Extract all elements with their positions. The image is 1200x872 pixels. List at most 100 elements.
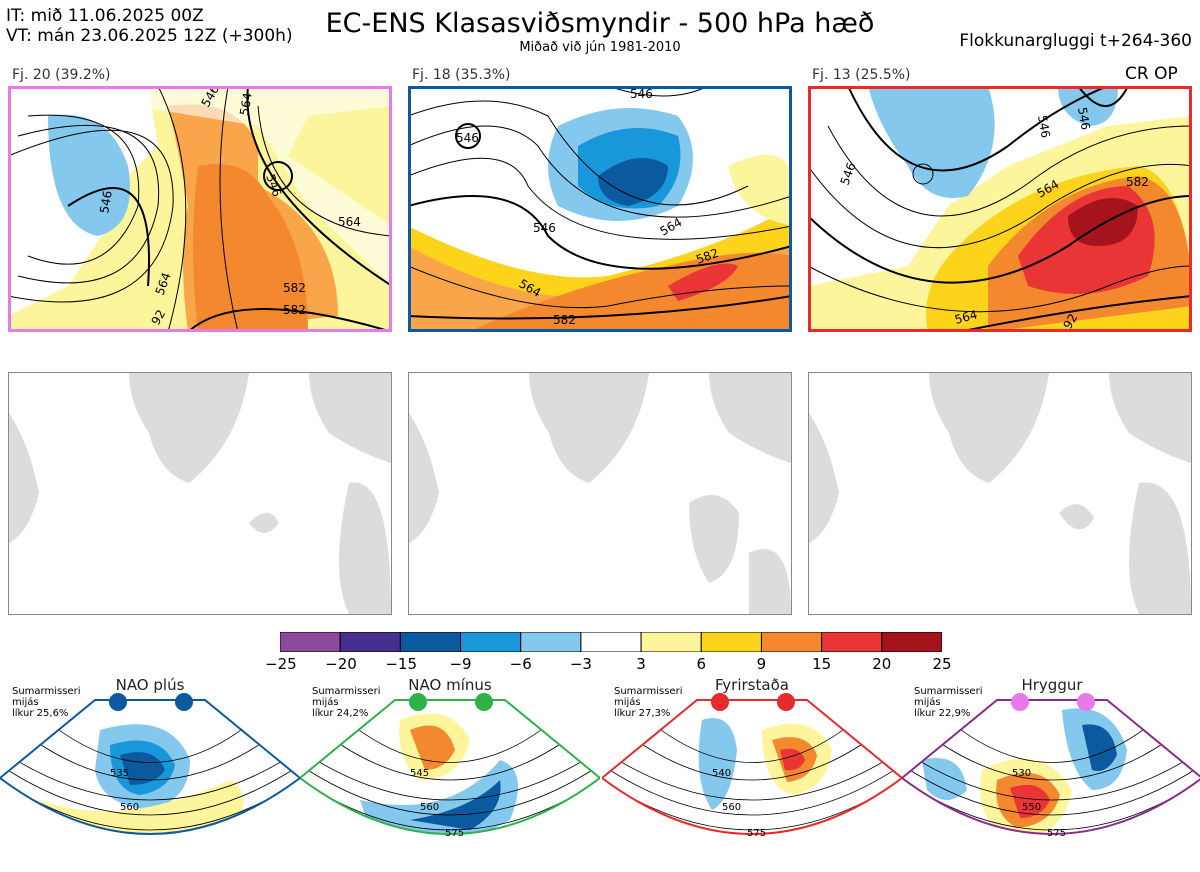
base-map-2: [408, 372, 792, 615]
cluster-map-1: 546 564 564 546 564 582 582 546 92: [8, 86, 392, 332]
anomaly-area: [1010, 784, 1050, 818]
anomaly-area: [120, 752, 165, 785]
colorbar-swatch: [520, 631, 582, 653]
panel-3-contours: [808, 86, 1192, 332]
colorbar-tick-label: 6: [696, 655, 707, 673]
regime-name: Hryggur: [1021, 676, 1083, 694]
contour-label: 546: [533, 221, 556, 235]
colorbar-swatch: [640, 631, 702, 653]
regime-panel: NAO plús Sumarmisseri mijás líkur 25,6% 53…: [0, 676, 302, 868]
regime-name: NAO plús: [115, 676, 185, 694]
valid-time: VT: mán 23.06.2025 12Z (+300h): [6, 26, 293, 46]
contour-label: 582: [553, 313, 576, 327]
initial-time: IT: mið 11.06.2025 00Z: [6, 6, 204, 26]
contour-label: 582: [283, 281, 306, 295]
contour-label: 575: [1047, 828, 1067, 839]
colorbar-tick-label: −3: [569, 655, 592, 673]
contour-label: 546: [1075, 106, 1093, 131]
colorbar-tick-label: 25: [932, 655, 952, 673]
cluster-map-3: 546 546 564 582 564 92 546: [808, 86, 1192, 332]
contour-label: 575: [747, 828, 767, 839]
colorbar-tick-label: −20: [325, 655, 357, 673]
regime-map: [298, 693, 602, 835]
regime-map: [0, 693, 302, 835]
colorbar-swatch: [580, 631, 642, 653]
contour-label: 545: [410, 768, 430, 779]
panel-1-label: Fj. 20 (39.2%): [12, 67, 111, 83]
panel-3-border: [808, 86, 1192, 332]
page-subtitle: Miðað við jún 1981-2010: [519, 40, 681, 55]
contour-label: 575: [445, 828, 465, 839]
contour-label: 582: [283, 303, 306, 317]
colorbar-tick-label: −15: [385, 655, 418, 673]
anomaly-area: [698, 718, 737, 810]
colorbar: [279, 631, 943, 653]
colorbar-tick-label: 15: [812, 655, 832, 673]
panel-1-border: [8, 86, 392, 332]
base-map-1: [8, 372, 392, 615]
colorbar-swatch: [700, 631, 762, 653]
regime-name: Fyrirstaða: [715, 676, 789, 694]
regime-dot: [1077, 693, 1095, 711]
header-times: IT: mið 11.06.2025 00Z VT: mán 23.06.202…: [6, 6, 293, 46]
regime-map: [900, 693, 1200, 835]
colorbar-swatch: [460, 631, 522, 653]
contour-label: 564: [953, 307, 979, 326]
panel-2-border: [408, 86, 792, 332]
contour-label: 92: [148, 307, 168, 327]
contour-label: 560: [420, 802, 440, 813]
regime-note: Sumarmisseri mijás líkur 25,6%: [12, 686, 81, 719]
contour-label: 560: [120, 802, 140, 813]
regime-dot: [409, 693, 427, 711]
contour-label: 535: [110, 768, 130, 779]
regime-note: Sumarmisseri mijás líkur 24,2%: [312, 686, 381, 719]
regime-map: [600, 693, 904, 835]
contour-label: 530: [1012, 768, 1032, 779]
contour-label: 540: [712, 768, 732, 779]
regime-panel: NAO mínus Sumarmisseri mijás líkur 24,2% 5…: [298, 676, 602, 868]
cr-op-badge: CR OP: [1125, 64, 1178, 84]
base-map-3: [808, 372, 1192, 615]
colorbar-swatch: [339, 631, 401, 653]
panel-2-contours: [408, 86, 792, 320]
contour-label: 546: [1035, 114, 1053, 139]
colorbar-tick-label: 9: [756, 655, 767, 673]
colorbar-tick-label: −6: [509, 655, 532, 673]
colorbar-tick-label: −25: [265, 655, 297, 673]
regime-panel: Fyrirstaða Sumarmisseri mijás líkur 27,3% …: [600, 676, 904, 868]
regime-name: NAO mínus: [408, 676, 492, 694]
contour-label: 546: [630, 87, 653, 101]
colorbar-swatch: [279, 631, 341, 653]
contour-label: 560: [722, 802, 742, 813]
regime-note: Sumarmisseri mijás líkur 22,9%: [914, 686, 983, 719]
anomaly-area: [1082, 724, 1117, 771]
contour-label: 546: [456, 131, 479, 145]
colorbar-swatch: [881, 631, 943, 653]
colorbar-tick-label: 20: [872, 655, 892, 673]
panel-2-label: Fj. 18 (35.3%): [412, 67, 511, 83]
colorbar-swatch: [760, 631, 823, 653]
anomaly-area: [410, 780, 501, 830]
colorbar-tick-label: 3: [636, 655, 646, 673]
panel-3-label: Fj. 13 (25.5%): [812, 67, 911, 83]
panel-1-contours: [8, 86, 392, 332]
contour-label: 92: [1060, 311, 1080, 331]
colorbar-tick-label: −9: [449, 655, 472, 673]
regime-dot: [1011, 693, 1029, 711]
colorbar-swatch: [399, 631, 462, 653]
contour-label: 582: [1126, 175, 1149, 189]
contour-label: 564: [338, 215, 361, 229]
colorbar-swatch: [821, 631, 883, 653]
regime-outline: [298, 699, 602, 835]
regime-dot: [109, 693, 127, 711]
contour-label: 546: [97, 190, 115, 215]
page-title: EC-ENS Klasasviðsmyndir - 500 hPa hæð: [325, 8, 875, 39]
regime-dot: [175, 693, 193, 711]
regime-dot: [777, 693, 795, 711]
contour-label: 564: [237, 92, 255, 117]
regime-panel: Hryggur Sumarmisseri mijás líkur 22,9% 530…: [900, 676, 1200, 868]
regime-dot: [711, 693, 729, 711]
contour-label: 550: [1022, 802, 1042, 813]
regime-note: Sumarmisseri mijás líkur 27,3%: [614, 686, 683, 719]
cluster-map-2: 546 546 564 564 582 582 546: [408, 86, 792, 332]
